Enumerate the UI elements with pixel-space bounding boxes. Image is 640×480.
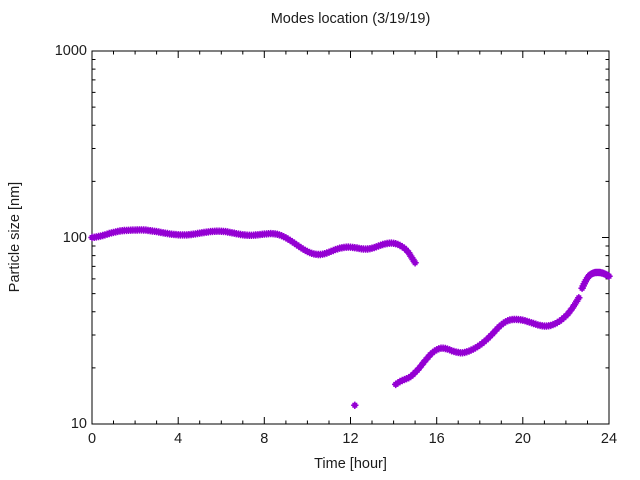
y-tick-label: 1000 (54, 43, 87, 59)
chart-title: Modes location (3/19/19) (270, 11, 431, 27)
x-tick-label: 24 (600, 431, 618, 447)
x-tick-label: 8 (260, 431, 269, 447)
data-point-cross-markers (88, 226, 613, 409)
x-tick-label: 16 (428, 431, 445, 447)
x-tick-label: 12 (342, 431, 359, 447)
y-tick-label: 10 (70, 416, 87, 432)
x-tick-label: 4 (174, 431, 183, 447)
y-axis-label: Particle size [nm] (7, 181, 23, 293)
data-point-square-markers (89, 227, 612, 408)
x-axis-label: Time [hour] (314, 456, 387, 472)
y-tick-label: 100 (62, 229, 87, 246)
x-tick-label: 20 (514, 431, 531, 447)
x-tick-label: 0 (87, 431, 97, 447)
